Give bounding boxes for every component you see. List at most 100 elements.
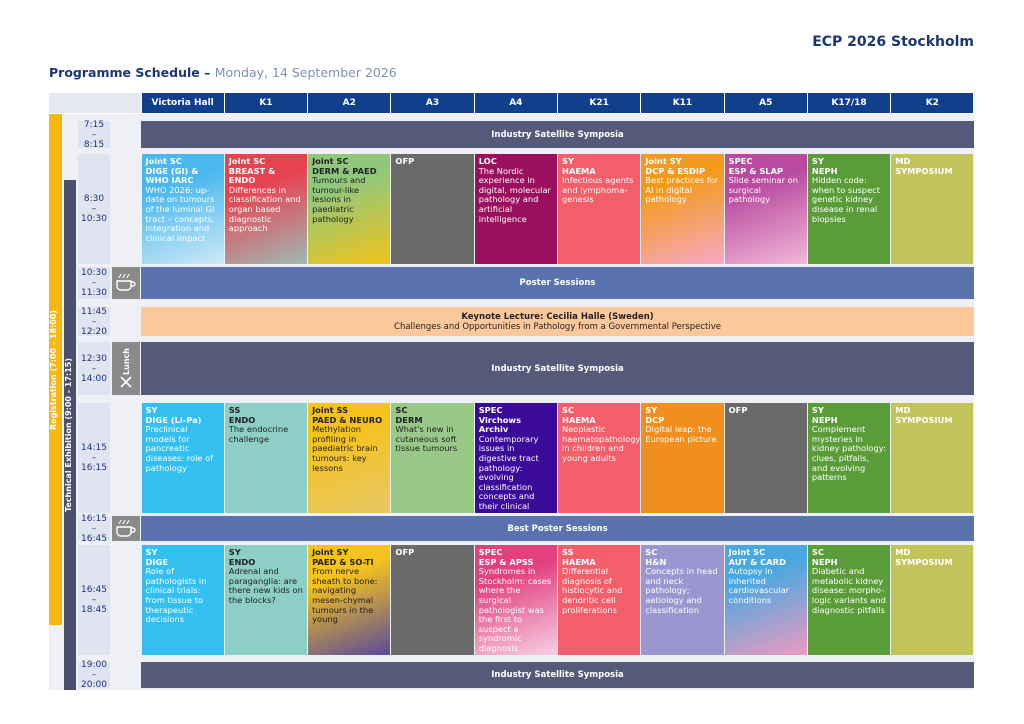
session: OFP (724, 403, 807, 513)
session: SC HAEMA Neoplastic haematopathology in ch… (558, 403, 641, 513)
session-code: H&N (645, 556, 667, 567)
icon-cell (112, 516, 140, 541)
session: Joint SS PAED & NEURO Methylation profilin… (308, 403, 391, 513)
room-header: A5 (724, 93, 807, 113)
session-type: SPEC (478, 547, 503, 557)
session: SPEC ESP & APSS Syndromes in Stockholm: ca… (474, 545, 557, 655)
room-header: K17/18 (807, 93, 891, 113)
session-desc: Differences in classification and organ … (228, 184, 301, 234)
band-label: Industry Satellite Symposia (491, 363, 624, 374)
band-label: Industry Satellite Symposia (491, 129, 624, 140)
session-code: PAED & NEURO (312, 414, 383, 425)
session-desc: The Nordic experience in digital, molecu… (478, 165, 551, 224)
session-code: DIGE (Li-Pa) (145, 414, 202, 425)
time-text: 10:30 (81, 268, 107, 278)
session: SY NEPH Complement mysteries in kidney pat… (807, 403, 891, 513)
session-code: DERM (395, 414, 423, 425)
session-code: NEPH (811, 414, 838, 425)
session-desc: Infectious agents and lymphoma-genesis (562, 175, 634, 205)
time-text: 16:45 (81, 585, 107, 595)
session-type: Joint SS (312, 405, 349, 415)
session: SY DIGE (Li-Pa) Preclinical models for pan… (141, 403, 224, 513)
session-type: OFP (395, 547, 415, 557)
time-text: 18:45 (81, 605, 107, 615)
time-text: 12:30 (81, 353, 107, 364)
session: SY HAEMA Infectious agents and lymphoma-ge… (558, 154, 641, 264)
session-type: SC (395, 405, 408, 415)
session-code: NEPH (811, 165, 838, 176)
band: Industry Satellite Symposia (141, 121, 974, 148)
session-type: SC (811, 547, 824, 557)
session-code: BREAST & ENDO (228, 165, 276, 186)
session-code: ENDO (228, 556, 256, 567)
session-code: HAEMA (562, 556, 596, 567)
band: Best Poster Sessions (141, 516, 974, 541)
session-desc: Hidden code: when to suspect genetic kid… (811, 175, 880, 224)
session: LOC The Nordic experience in digital, mol… (474, 154, 557, 264)
session-type: SC (562, 405, 575, 415)
band: Industry Satellite Symposia (141, 342, 974, 395)
time-text: 11:30 (81, 288, 107, 298)
session-type: Joint SY (312, 547, 349, 557)
session-code: Virchows Archiv (478, 414, 522, 435)
session-code: DCP (645, 414, 665, 425)
time-cell: 7:15–8:15 (78, 120, 110, 150)
session: SS ENDO The endocrine challenge (224, 403, 308, 513)
session-code: DCP & ESDIP (645, 165, 706, 176)
session-desc: Best practices for AI in digital patholo… (645, 175, 719, 205)
session-desc: Role of pathologists in clinical trials:… (145, 566, 207, 625)
band-label: Industry Satellite Symposia (491, 670, 624, 680)
room-header: A2 (308, 93, 391, 113)
date: Monday, 14 September 2026 (214, 65, 397, 80)
time-text: 12:20 (81, 326, 107, 337)
room-header: A4 (474, 93, 557, 113)
time-cell: 12:30–14:00 (78, 342, 110, 395)
time-text: 11:45 (81, 306, 107, 317)
session: MD SYMPOSIUM (891, 545, 974, 655)
room-header: K21 (558, 93, 641, 113)
session-type: SY (811, 156, 824, 166)
session: Joint SY PAED & SO-TI From nerve sheath to… (308, 545, 391, 655)
session-code: HAEMA (562, 165, 596, 176)
brand: ECP 2026 Stockholm (812, 34, 974, 50)
session: SY ENDO Adrenal and paraganglia: are there… (224, 545, 308, 655)
band-label: Best Poster Sessions (507, 523, 608, 534)
corner (49, 93, 141, 113)
session-code: AUT & CARD (728, 556, 786, 567)
session-type: OFP (728, 405, 748, 415)
time-text: – (91, 278, 97, 288)
session: Joint SC AUT & CARD Autopsy in inherited c… (724, 545, 807, 655)
session-type: SC (645, 547, 658, 557)
time-text: – (91, 363, 97, 374)
coffee-icon (116, 274, 136, 291)
coffee-icon (116, 519, 136, 537)
session-type: MD (895, 547, 911, 557)
registration-bar: Registration (7:00 - 18:00) (49, 114, 62, 625)
session-desc: Tumours and tumour-like lesions in paedi… (312, 175, 366, 224)
time-text: 10:30 (81, 214, 107, 224)
session-type: SY (228, 547, 241, 557)
session-desc: Syndromes in Stockholm: cases where the … (478, 566, 552, 653)
session-type: Joint SY (645, 156, 682, 166)
room-header: A3 (391, 93, 474, 113)
session-type: LOC (478, 156, 497, 166)
session-type: Joint SC (728, 547, 766, 557)
session-desc: Differential diagnosis of histiocytic an… (562, 566, 623, 615)
session-code: SYMPOSIUM (895, 414, 953, 425)
session-desc: The endocrine challenge (228, 424, 289, 444)
session: OFP (391, 154, 474, 264)
session-desc: Digital leap: the European picture (645, 424, 717, 444)
time-cell: 11:45–12:20 (78, 306, 110, 337)
session-desc: Slide seminar on surgical pathology (728, 175, 799, 205)
time-cell: 16:45–18:45 (78, 545, 110, 655)
time-cell: 10:30–11:30 (78, 267, 110, 299)
time-text: – (91, 670, 97, 680)
session-desc: Contemporary issues in digestive tract p… (478, 433, 539, 513)
session-code: SYMPOSIUM (895, 165, 953, 176)
session-code: HAEMA (562, 414, 596, 425)
session-type: OFP (395, 156, 415, 166)
band: Poster Sessions (141, 267, 974, 299)
session: Joint SC BREAST & ENDO Differences in clas… (224, 154, 308, 264)
exhibition-bar: Technical Exhibition (9:00 - 17:15) (64, 180, 76, 690)
